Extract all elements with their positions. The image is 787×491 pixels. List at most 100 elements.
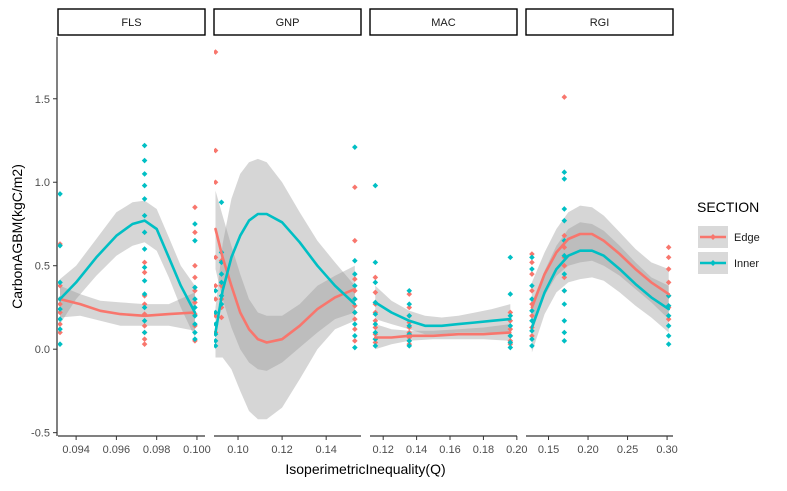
y-tick-label: -0.5 [31, 428, 50, 440]
legend: SECTION Edge Inner [697, 199, 760, 274]
data-point-inner [406, 323, 413, 329]
y-tick-label: 1.0 [35, 177, 50, 189]
data-point-inner [58, 242, 63, 249]
data-point-inner [665, 323, 672, 329]
data-point-edge [214, 49, 219, 55]
legend-key-point [710, 260, 716, 266]
data-point-inner [192, 296, 198, 302]
data-point-inner [141, 157, 148, 164]
data-point-inner [507, 254, 514, 261]
data-point-inner [141, 304, 148, 311]
data-point-edge [529, 287, 535, 294]
data-point-inner [352, 257, 358, 264]
data-point-edge [214, 282, 219, 289]
x-tick-label: 0.10 [227, 444, 248, 456]
data-point-edge [507, 309, 514, 316]
data-point-inner [561, 271, 568, 277]
data-point-inner [192, 221, 198, 227]
data-point-inner [372, 311, 379, 317]
panel-plot-area [58, 142, 198, 347]
data-point-inner [406, 301, 413, 307]
data-point-inner [665, 312, 672, 319]
data-point-inner [507, 291, 514, 297]
data-point-inner [561, 301, 568, 307]
data-point-edge [214, 254, 219, 261]
x-tick-label: 0.30 [656, 444, 677, 456]
data-point-inner [192, 321, 198, 327]
data-point-edge [561, 94, 568, 100]
data-point-inner [214, 287, 219, 294]
data-point-inner [529, 266, 535, 272]
data-point-inner [372, 321, 379, 327]
data-point-inner [141, 318, 148, 324]
data-point-edge [352, 316, 358, 322]
data-point-inner [529, 254, 535, 261]
data-point-edge [214, 179, 219, 186]
confidence-band-edge [531, 205, 669, 333]
data-point-inner [58, 341, 63, 347]
y-tick-label: 0.0 [35, 344, 50, 356]
data-point-edge [58, 301, 63, 307]
data-point-inner [141, 229, 148, 236]
data-point-edge [141, 301, 148, 307]
data-point-inner [141, 182, 148, 189]
facet-panel-gnp: GNP 0.10 0.12 0.14 [213, 8, 362, 456]
data-point-edge [352, 237, 358, 244]
x-tick-label: 0.12 [372, 444, 393, 456]
data-point-inner [561, 217, 568, 224]
data-point-edge [141, 259, 148, 266]
x-tick-label: 0.100 [183, 444, 211, 456]
x-tick-label: 0.25 [617, 444, 638, 456]
data-point-edge [218, 314, 225, 321]
data-point-inner [141, 196, 148, 202]
data-point-edge [352, 338, 358, 344]
x-tick-label: 0.094 [62, 444, 90, 456]
data-point-edge [141, 323, 148, 329]
data-point-inner [561, 169, 568, 176]
data-point-inner [665, 341, 672, 347]
smooth-line-edge [214, 227, 357, 344]
data-point-inner [529, 336, 535, 342]
data-point-inner [141, 329, 148, 336]
data-point-inner [141, 171, 148, 177]
data-point-edge [529, 333, 535, 339]
legend-label: Edge [734, 232, 760, 244]
data-point-inner [141, 277, 148, 284]
data-point-inner [58, 316, 63, 322]
data-point-inner [372, 279, 379, 286]
data-point-inner [561, 318, 568, 324]
data-point-inner [352, 321, 358, 327]
data-point-edge [665, 244, 672, 251]
x-tick-label: 0.16 [439, 444, 460, 456]
data-point-edge [141, 336, 148, 342]
data-point-edge [665, 254, 672, 261]
smooth-line-inner [373, 301, 512, 328]
data-point-inner [529, 328, 535, 334]
confidence-band-edge [60, 285, 195, 331]
data-point-edge [529, 271, 535, 277]
data-point-edge [665, 266, 672, 272]
facet-strip-label: MAC [431, 17, 456, 29]
data-point-inner [141, 212, 148, 219]
panel-plot-area [214, 49, 358, 420]
data-point-inner [192, 237, 198, 244]
facet-strip [57, 8, 206, 36]
x-tick-label: 0.20 [577, 444, 598, 456]
smooth-line-edge [373, 331, 512, 339]
data-point-inner [529, 282, 535, 289]
facet-strip [369, 8, 518, 36]
data-point-edge [665, 279, 672, 286]
data-point-edge [58, 321, 63, 327]
data-point-edge [192, 204, 198, 211]
data-point-inner [192, 329, 198, 336]
data-point-edge [192, 274, 198, 281]
data-point-inner [665, 333, 672, 339]
data-point-edge [214, 296, 219, 302]
data-point-edge [406, 291, 413, 297]
panel-plot-area [529, 94, 672, 353]
x-tick-label: 0.15 [538, 444, 559, 456]
data-point-edge [352, 326, 358, 332]
data-point-edge [352, 184, 358, 191]
data-point-edge [529, 259, 535, 266]
